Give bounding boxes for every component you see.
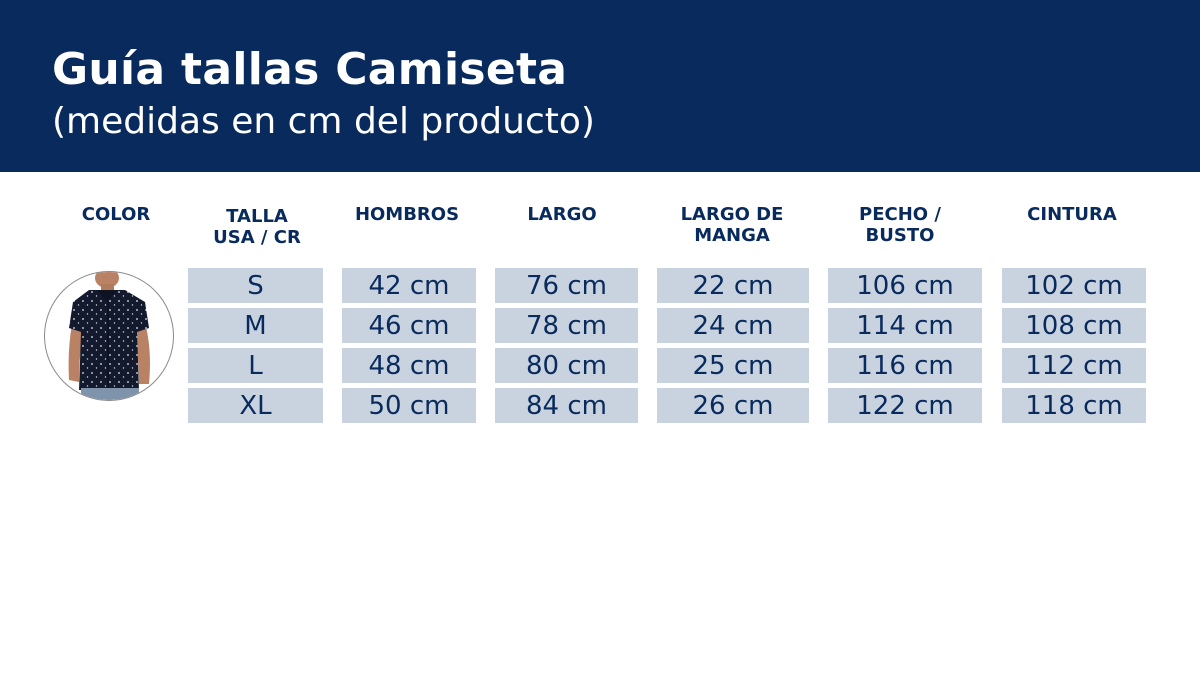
cell-cintura: 108 cm — [1002, 308, 1146, 343]
cell-hombros: 42 cm — [342, 268, 476, 303]
column-header-color: COLOR — [81, 204, 151, 225]
cell-hombros: 48 cm — [342, 348, 476, 383]
cell-pecho: 114 cm — [828, 308, 982, 343]
shirt-model-photo — [44, 271, 174, 401]
column-header-hombros: HOMBROS — [354, 204, 460, 225]
cell-pecho: 122 cm — [828, 388, 982, 423]
cell-largo-manga: 26 cm — [657, 388, 809, 423]
cell-hombros: 50 cm — [342, 388, 476, 423]
cell-pecho: 106 cm — [828, 268, 982, 303]
cell-largo-manga: 25 cm — [657, 348, 809, 383]
cell-cintura: 102 cm — [1002, 268, 1146, 303]
cell-cintura: 118 cm — [1002, 388, 1146, 423]
column-header-cintura: CINTURA — [1027, 204, 1117, 225]
cell-largo-manga: 22 cm — [657, 268, 809, 303]
cell-talla: L — [188, 348, 323, 383]
cell-talla: XL — [188, 388, 323, 423]
column-header-pecho: PECHO / BUSTO — [859, 204, 941, 246]
cell-largo-manga: 24 cm — [657, 308, 809, 343]
cell-hombros: 46 cm — [342, 308, 476, 343]
page-subtitle: (medidas en cm del producto) — [52, 101, 595, 142]
cell-largo: 80 cm — [495, 348, 638, 383]
shirt-model-icon — [68, 272, 150, 400]
column-header-largo: LARGO — [527, 204, 597, 225]
cell-pecho: 116 cm — [828, 348, 982, 383]
cell-cintura: 112 cm — [1002, 348, 1146, 383]
column-header-talla: TALLA USA / CR — [213, 206, 301, 248]
cell-largo: 76 cm — [495, 268, 638, 303]
page-title: Guía tallas Camiseta — [52, 44, 568, 95]
header-banner — [0, 0, 1200, 172]
column-header-largo-manga: LARGO DE MANGA — [680, 204, 784, 246]
cell-largo: 78 cm — [495, 308, 638, 343]
cell-talla: S — [188, 268, 323, 303]
cell-largo: 84 cm — [495, 388, 638, 423]
cell-talla: M — [188, 308, 323, 343]
